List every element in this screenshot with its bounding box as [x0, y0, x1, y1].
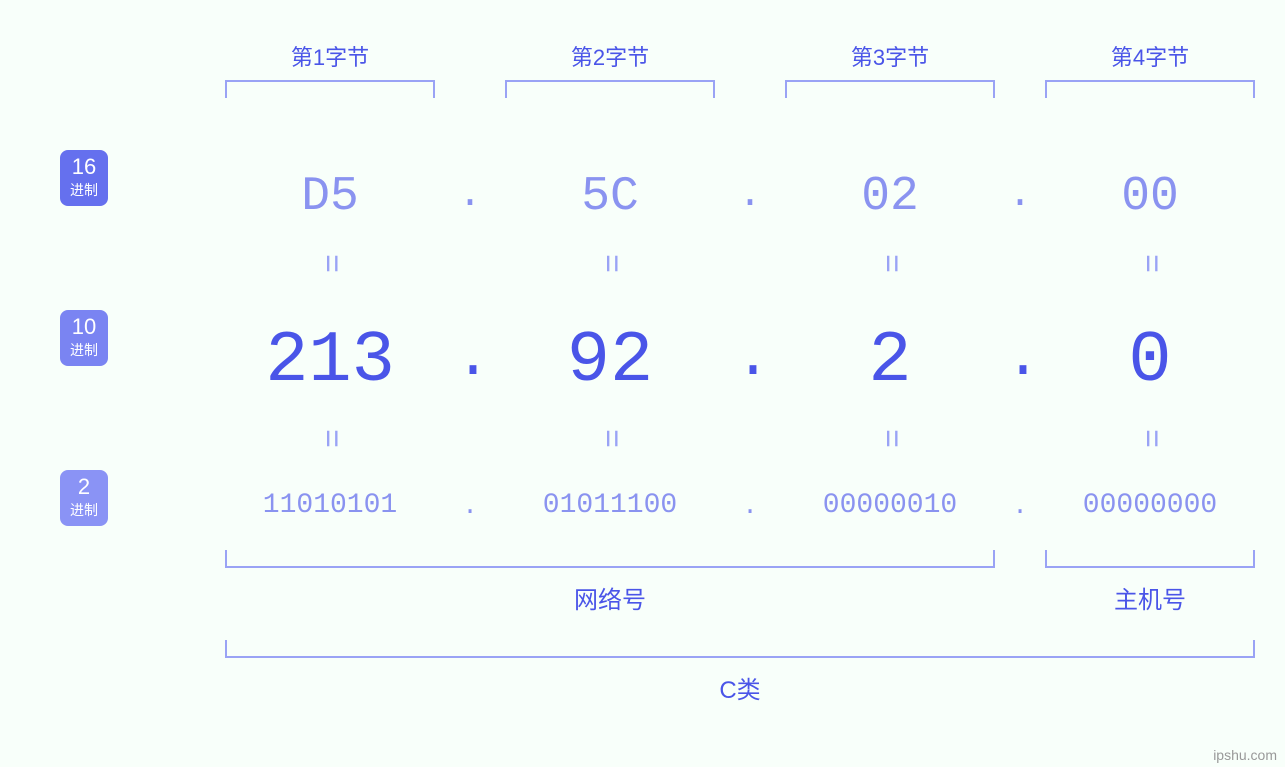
badge-dec-num: 10 — [72, 316, 96, 338]
equals-sign: = — [312, 424, 349, 454]
equals-sign: = — [592, 249, 629, 279]
badge-bin: 2 进制 — [60, 470, 108, 526]
equals-sign: = — [1132, 424, 1169, 454]
equals-sign: = — [312, 249, 349, 279]
dec-dot-2: . — [735, 325, 765, 393]
bin-dot-1: . — [455, 491, 485, 521]
byte-header-2: 第2字节 — [550, 40, 670, 72]
dec-value-3: 2 — [750, 320, 1030, 402]
hex-dot-3: . — [1005, 173, 1035, 218]
hex-dot-1: . — [455, 173, 485, 218]
byte-header-1: 第1字节 — [270, 40, 390, 72]
dec-value-2: 92 — [470, 320, 750, 402]
dec-value-1: 213 — [190, 320, 470, 402]
dec-value-4: 0 — [1010, 320, 1285, 402]
top-bracket-3 — [785, 80, 995, 98]
badge-hex-label: 进制 — [70, 180, 98, 200]
badge-bin-label: 进制 — [70, 500, 98, 520]
equals-sign: = — [592, 424, 629, 454]
class-label: C类 — [225, 670, 1255, 705]
badge-hex-num: 16 — [72, 156, 96, 178]
byte-header-3: 第3字节 — [830, 40, 950, 72]
host-label: 主机号 — [1045, 580, 1255, 615]
hex-dot-2: . — [735, 173, 765, 218]
bin-value-1: 11010101 — [190, 490, 470, 521]
host-bracket — [1045, 550, 1255, 568]
hex-value-1: D5 — [190, 170, 470, 224]
bin-dot-2: . — [735, 491, 765, 521]
badge-dec: 10 进制 — [60, 310, 108, 366]
badge-dec-label: 进制 — [70, 340, 98, 360]
equals-sign: = — [1132, 249, 1169, 279]
equals-sign: = — [872, 249, 909, 279]
bin-value-4: 00000000 — [1010, 490, 1285, 521]
badge-hex: 16 进制 — [60, 150, 108, 206]
network-bracket — [225, 550, 995, 568]
hex-value-4: 00 — [1010, 170, 1285, 224]
network-label: 网络号 — [225, 580, 995, 615]
hex-value-2: 5C — [470, 170, 750, 224]
equals-sign: = — [872, 424, 909, 454]
top-bracket-4 — [1045, 80, 1255, 98]
watermark: ipshu.com — [1213, 747, 1277, 763]
bin-dot-3: . — [1005, 491, 1035, 521]
hex-value-3: 02 — [750, 170, 1030, 224]
byte-header-4: 第4字节 — [1090, 40, 1210, 72]
bin-value-2: 01011100 — [470, 490, 750, 521]
dec-dot-1: . — [455, 325, 485, 393]
class-bracket — [225, 640, 1255, 658]
badge-bin-num: 2 — [78, 476, 90, 498]
top-bracket-2 — [505, 80, 715, 98]
bin-value-3: 00000010 — [750, 490, 1030, 521]
dec-dot-3: . — [1005, 325, 1035, 393]
top-bracket-1 — [225, 80, 435, 98]
